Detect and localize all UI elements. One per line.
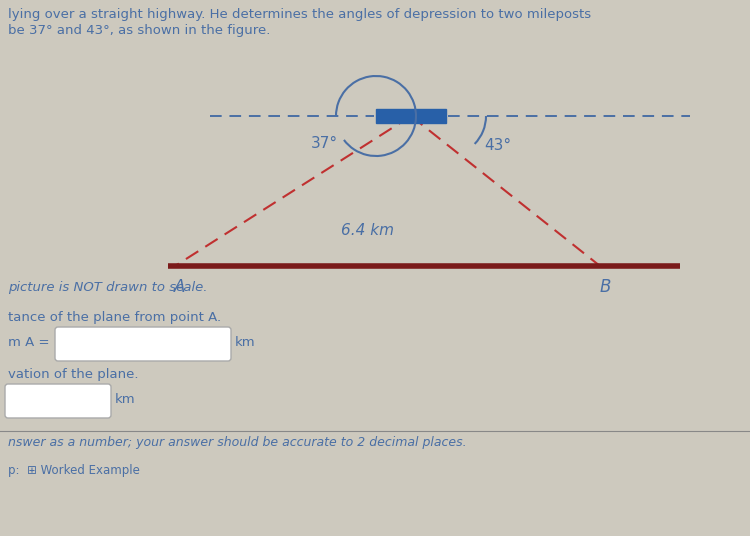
FancyBboxPatch shape: [55, 327, 231, 361]
Text: vation of the plane.: vation of the plane.: [8, 368, 139, 381]
Text: km: km: [115, 393, 136, 406]
Text: p:  ⊞ Worked Example: p: ⊞ Worked Example: [8, 464, 140, 477]
Text: m A =: m A =: [8, 336, 50, 349]
Text: lying over a straight highway. He determines the angles of depression to two mil: lying over a straight highway. He determ…: [8, 8, 591, 21]
Text: picture is NOT drawn to scale.: picture is NOT drawn to scale.: [8, 281, 208, 294]
Text: 37°: 37°: [310, 137, 338, 152]
Text: tance of the plane from point A.: tance of the plane from point A.: [8, 311, 221, 324]
Text: 6.4 km: 6.4 km: [341, 223, 394, 238]
Text: A: A: [174, 278, 186, 296]
FancyBboxPatch shape: [5, 384, 111, 418]
Text: nswer as a number; your answer should be accurate to 2 decimal places.: nswer as a number; your answer should be…: [8, 436, 466, 449]
Bar: [376, 109, 446, 123]
Text: 43°: 43°: [484, 138, 512, 153]
Text: be 37° and 43°, as shown in the figure.: be 37° and 43°, as shown in the figure.: [8, 24, 270, 37]
Text: km: km: [235, 336, 256, 349]
Text: B: B: [599, 278, 610, 296]
